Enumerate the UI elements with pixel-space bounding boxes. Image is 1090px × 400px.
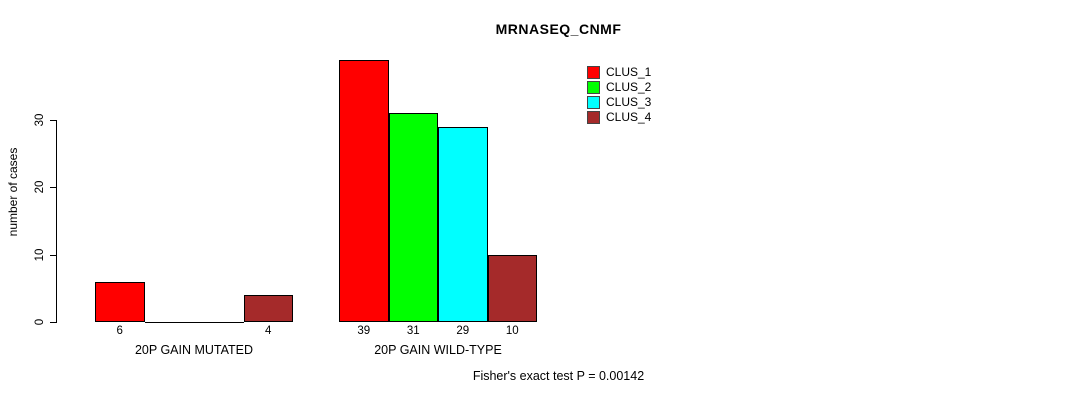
legend-label: CLUS_1 <box>606 65 652 79</box>
chart-title: MRNASEQ_CNMF <box>495 21 622 37</box>
legend: CLUS_1 CLUS_2 CLUS_3 CLUS_4 <box>587 66 651 126</box>
y-axis-tick-mark <box>50 254 56 256</box>
legend-swatch-clus-2 <box>587 81 600 94</box>
y-axis-line <box>56 120 57 323</box>
legend-label: CLUS_2 <box>606 80 652 94</box>
y-axis-tick-label: 20 <box>34 180 46 194</box>
bar-clus-1-group-2 <box>339 60 389 322</box>
legend-swatch-clus-3 <box>587 96 600 109</box>
bar-value-label: 6 <box>116 325 123 337</box>
y-axis-tick-mark <box>50 322 56 323</box>
bar-value-label: 31 <box>406 325 420 337</box>
y-axis-tick-label: 10 <box>34 248 46 262</box>
bar-clus-2-group-1 <box>144 322 194 323</box>
bar-clus-3-group-1 <box>194 322 244 323</box>
y-axis-tick-label: 30 <box>34 113 46 127</box>
legend-label: CLUS_3 <box>606 95 652 109</box>
bar-value-label: 39 <box>357 325 371 337</box>
bar-clus-2-group-2 <box>388 113 438 322</box>
legend-label: CLUS_4 <box>606 110 652 124</box>
fisher-test-annotation: Fisher's exact test P = 0.00142 <box>472 369 645 383</box>
y-axis-tick-mark <box>50 187 56 189</box>
y-axis-tick-mark <box>50 120 56 122</box>
x-axis-group-label-mutated: 20P GAIN MUTATED <box>134 343 254 357</box>
legend-swatch-clus-4 <box>587 111 600 124</box>
bar-clus-3-group-2 <box>438 127 488 322</box>
legend-row: CLUS_1 <box>587 66 651 79</box>
x-axis-group-label-wildtype: 20P GAIN WILD-TYPE <box>374 343 502 357</box>
bar-value-label: 29 <box>456 325 470 337</box>
bar-clus-4-group-1 <box>243 295 293 322</box>
legend-row: CLUS_3 <box>587 96 651 109</box>
legend-row: CLUS_2 <box>587 81 651 94</box>
bar-value-label: 10 <box>505 325 519 337</box>
bar-clus-4-group-2 <box>487 255 537 322</box>
legend-swatch-clus-1 <box>587 66 600 79</box>
bar-value-label: 4 <box>265 325 272 337</box>
y-axis-tick-label: 0 <box>34 318 46 326</box>
legend-row: CLUS_4 <box>587 111 651 124</box>
bar-clus-1-group-1 <box>95 282 145 322</box>
